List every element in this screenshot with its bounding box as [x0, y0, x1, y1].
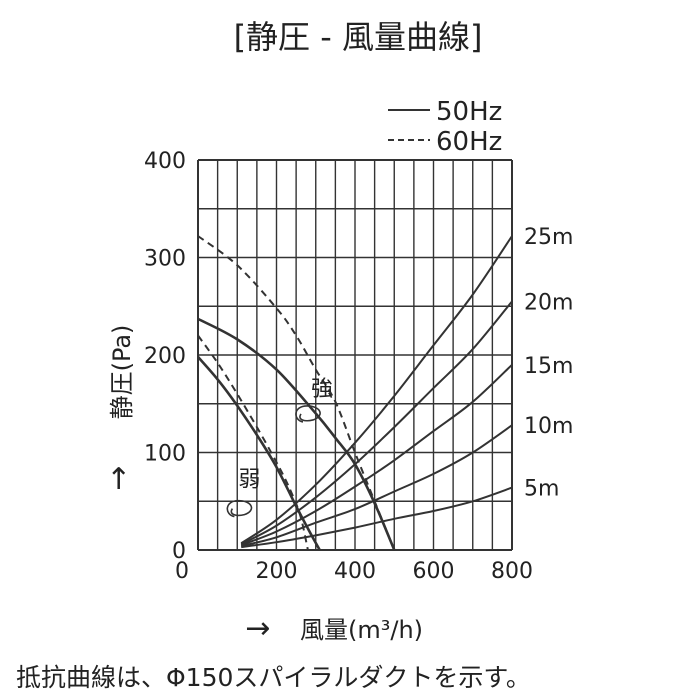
- y-axis-label: 静圧(Pa): [108, 325, 136, 420]
- x-arrow-icon: →: [245, 611, 270, 646]
- legend-60hz: 60Hz: [436, 127, 502, 157]
- resistance-curves: 5m 10m 15m 20m 25m: [240, 225, 573, 549]
- fan-curve-2: [197, 356, 321, 551]
- x-tick-label: 600: [413, 559, 455, 584]
- annotations: 強弱: [226, 377, 333, 518]
- x-tick-label: 200: [256, 559, 298, 584]
- legend-50hz: 50Hz: [436, 97, 502, 127]
- resistance-curve-25m: [240, 235, 513, 545]
- resistance-label: 25m: [524, 225, 573, 250]
- fan-curve-1: [197, 235, 396, 551]
- resistance-curve-15m: [240, 364, 513, 547]
- x-axis-label: 風量(m³/h): [300, 616, 423, 644]
- fan-curves: [197, 235, 396, 551]
- fan-curve-3: [197, 334, 309, 551]
- resistance-label: 5m: [524, 477, 559, 502]
- footnote: 抵抗曲線は、Φ150スパイラルダクトを示す。: [16, 663, 531, 692]
- annotation-label: 弱: [238, 468, 260, 493]
- resistance-label: 10m: [524, 414, 573, 439]
- fan-curve-0: [197, 317, 396, 551]
- annotation-label: 強: [311, 377, 333, 402]
- x-tick-label: 800: [491, 559, 533, 584]
- resistance-curve-5m: [241, 486, 513, 549]
- resistance-label: 20m: [524, 290, 573, 315]
- y-tick-label: 200: [144, 344, 186, 369]
- y-tick-label: 100: [144, 442, 186, 467]
- resistance-label: 15m: [524, 354, 573, 379]
- axis-ticks: 0 100 200 300 400 0 200 400 600 800: [144, 149, 533, 584]
- x-tick-label: 400: [334, 559, 376, 584]
- resistance-curve-20m: [240, 300, 513, 545]
- y-tick-label: 300: [144, 247, 186, 272]
- grid: [197, 159, 513, 551]
- y-tick-label: 400: [144, 149, 186, 174]
- chart-title: [静圧 - 風量曲線]: [234, 18, 483, 56]
- x-tick-label: 0: [175, 559, 189, 584]
- y-tick-label: 0: [172, 539, 186, 564]
- y-arrow-icon: →: [101, 465, 136, 490]
- swirl-marker-icon: [295, 405, 321, 423]
- swirl-marker-icon: [226, 499, 253, 518]
